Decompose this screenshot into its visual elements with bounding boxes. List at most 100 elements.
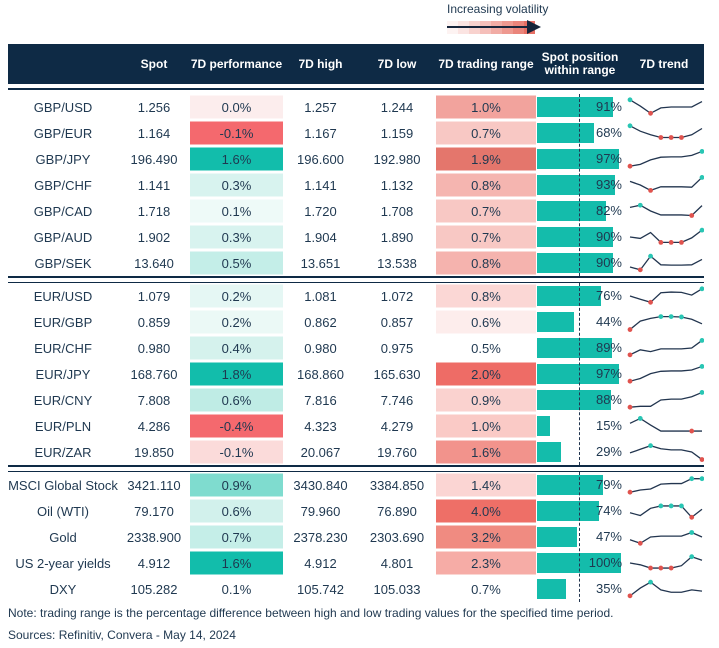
position-label: 100% [588, 555, 622, 570]
trend-cell [624, 198, 704, 224]
perf-value: 0.1% [190, 198, 283, 224]
low-value: 0.857 [380, 314, 414, 330]
range-value: 0.7% [436, 120, 536, 146]
midpoint-dashed-line [579, 472, 580, 602]
table-row: EUR/CNY 7.808 0.6% 7.816 7.746 0.9% 88% [8, 387, 704, 413]
low-value: 105.033 [373, 581, 421, 597]
min-dot-icon [648, 299, 653, 305]
perf-value: 0.3% [190, 172, 283, 198]
position-bar [537, 527, 577, 547]
range-value: 0.7% [436, 224, 536, 250]
spot-value: 1.141 [137, 177, 171, 193]
position-cell: 88% [536, 387, 624, 413]
position-cell: 100% [536, 550, 624, 576]
perf-value: 1.8% [190, 361, 283, 387]
trend-sparkline [629, 503, 703, 520]
perf-value: 0.1% [190, 576, 283, 602]
range-value: 0.7% [436, 198, 536, 224]
trend-sparkline [629, 227, 704, 245]
max-dot-icon [699, 175, 704, 180]
table-row: DXY 105.282 0.1% 105.742 105.033 0.7% 35% [8, 576, 704, 602]
position-cell: 44% [536, 309, 624, 335]
spot-value: 168.760 [130, 366, 178, 382]
max-dot-icon [699, 286, 704, 292]
asset-name: EUR/GBP [33, 314, 93, 330]
trend-cell [624, 335, 704, 361]
fx-table: Spot 7D performance 7D high 7D low 7D tr… [8, 44, 704, 602]
position-label: 90% [595, 255, 622, 270]
spot-value: 3421.110 [127, 477, 181, 493]
low-value: 1.072 [380, 288, 414, 304]
high-value: 13.651 [300, 255, 341, 271]
position-bar [537, 442, 562, 462]
trend-sparkline [629, 443, 704, 462]
position-bar [537, 312, 574, 332]
high-value: 1.720 [304, 203, 337, 219]
min-dot-icon [689, 428, 695, 434]
position-cell: 97% [536, 146, 624, 172]
position-bar [537, 579, 567, 599]
high-value: 20.067 [300, 444, 341, 460]
asset-name: EUR/JPY [35, 366, 91, 382]
spot-value: 4.912 [137, 555, 171, 571]
trend-cell [624, 172, 704, 198]
low-value: 1.708 [380, 203, 414, 219]
max-dot-icon [637, 416, 643, 421]
trend-sparkline [629, 175, 704, 193]
max-dot-icon [699, 390, 704, 395]
asset-name: GBP/CHF [34, 177, 92, 193]
range-value: 1.9% [436, 146, 536, 172]
position-cell: 90% [536, 224, 624, 250]
min-dot-icon [627, 378, 633, 384]
trend-sparkline [627, 97, 703, 116]
position-bar [537, 253, 613, 273]
spot-value: 13.640 [134, 255, 174, 271]
table-row: US 2-year yields 4.912 1.6% 4.912 4.801 2.3% 1… [8, 550, 704, 576]
table-row: EUR/ZAR 19.850 -0.1% 20.067 19.760 1.6% 29% [8, 439, 704, 465]
trend-sparkline [627, 123, 703, 140]
min-dot-icon [627, 163, 633, 169]
asset-name: GBP/AUD [33, 229, 93, 245]
trend-sparkline [627, 476, 704, 495]
low-value: 4.279 [380, 418, 414, 434]
table-row: Oil (WTI) 79.170 0.6% 79.960 76.890 4.0% 74% [8, 498, 704, 524]
position-label: 97% [595, 366, 622, 381]
header-spot-position: Spot position within range [541, 50, 619, 77]
position-cell: 97% [536, 361, 624, 387]
spot-value: 0.859 [137, 314, 171, 330]
min-dot-icon [648, 565, 653, 571]
range-value: 0.8% [436, 283, 536, 309]
position-cell: 15% [536, 413, 624, 439]
max-dot-icon [699, 338, 704, 343]
footnote: Note: trading range is the percentage di… [8, 606, 614, 620]
min-dot-icon [627, 593, 633, 599]
perf-value: 0.2% [190, 309, 283, 335]
perf-value: 1.6% [190, 146, 283, 172]
trend-cell [624, 576, 704, 602]
asset-name: EUR/CHF [34, 340, 92, 356]
high-value: 1.141 [304, 177, 337, 193]
position-label: 44% [595, 314, 622, 329]
min-dot-icon [689, 213, 695, 218]
position-bar [537, 97, 614, 117]
trend-cell [624, 498, 704, 524]
low-value: 0.975 [380, 340, 414, 356]
position-label: 47% [595, 529, 622, 544]
perf-value: 0.4% [190, 335, 283, 361]
header-7d-performance: 7D performance [190, 56, 283, 71]
trend-sparkline [629, 286, 704, 305]
min-dot-icon [627, 352, 633, 358]
position-bar [537, 338, 612, 358]
table-row: GBP/USD 1.256 0.0% 1.257 1.244 1.0% 91% [8, 94, 704, 120]
low-value: 1.132 [380, 177, 414, 193]
position-bar [537, 149, 619, 169]
trend-cell [624, 283, 704, 309]
header-7d-trading-range: 7D trading range [438, 56, 534, 71]
perf-value: 0.7% [190, 524, 283, 550]
high-value: 1.904 [304, 229, 337, 245]
min-dot-icon [679, 240, 684, 245]
table-row: EUR/PLN 4.286 -0.4% 4.323 4.279 1.0% 15% [8, 413, 704, 439]
perf-value: 0.3% [190, 224, 283, 250]
midpoint-dashed-line [579, 94, 580, 276]
